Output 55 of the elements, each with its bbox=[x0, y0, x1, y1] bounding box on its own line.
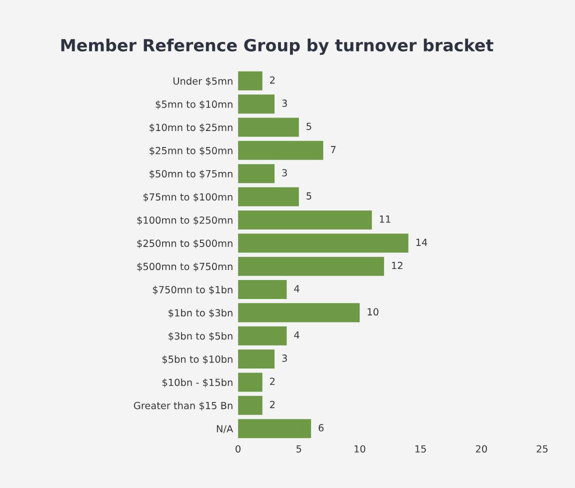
x-tick-label: 10 bbox=[354, 445, 366, 453]
bar bbox=[238, 396, 262, 415]
x-tick-label: 25 bbox=[536, 445, 548, 453]
bar bbox=[238, 350, 275, 369]
data-label: 2 bbox=[270, 378, 275, 385]
data-label: 2 bbox=[270, 76, 275, 84]
data-label: 7 bbox=[330, 146, 336, 154]
bar bbox=[238, 164, 275, 184]
data-label: 3 bbox=[282, 169, 287, 176]
data-label: 6 bbox=[318, 424, 324, 432]
data-label: 3 bbox=[282, 354, 287, 362]
bar bbox=[238, 140, 324, 160]
bar bbox=[238, 210, 372, 230]
y-tick-label: $1bn to $3bn bbox=[168, 308, 232, 318]
y-tick-label: Greater than $15 Bn bbox=[134, 402, 232, 411]
data-label: 5 bbox=[306, 192, 312, 200]
y-tick-label: $750mn to $1bn bbox=[152, 286, 232, 295]
y-tick-label: $75mn to $100mn bbox=[143, 193, 232, 202]
y-tick-label: $50mn to $75mn bbox=[150, 170, 232, 179]
y-tick-label: $10bn - $15bn bbox=[162, 378, 232, 388]
data-label: 11 bbox=[380, 216, 390, 223]
bar bbox=[238, 280, 287, 300]
y-tick-label: $3bn to $5bn bbox=[168, 332, 232, 341]
bar bbox=[238, 326, 287, 346]
y-tick-label: $100mn to $250mn bbox=[137, 216, 232, 226]
y-tick-label: N/A bbox=[216, 425, 234, 434]
y-tick-label: $5mn to $10mn bbox=[156, 100, 232, 110]
x-tick-label: 20 bbox=[476, 445, 487, 453]
data-label: 10 bbox=[368, 308, 378, 316]
x-tick-label: 15 bbox=[415, 445, 426, 453]
data-label: 12 bbox=[392, 262, 402, 270]
bar bbox=[238, 234, 408, 253]
bar bbox=[238, 118, 299, 137]
data-label: 4 bbox=[294, 331, 300, 339]
data-label: 5 bbox=[306, 122, 312, 130]
bar bbox=[238, 372, 262, 392]
y-tick-label: $25mn to $50mn bbox=[150, 146, 232, 156]
bar bbox=[238, 71, 262, 90]
bar bbox=[238, 419, 312, 438]
x-tick-label: 5 bbox=[296, 445, 302, 453]
bar bbox=[238, 256, 384, 276]
bar bbox=[238, 94, 275, 114]
bar bbox=[238, 187, 299, 206]
y-tick-label: Under $5mn bbox=[174, 77, 232, 86]
y-tick-label: $5bn to $10bn bbox=[162, 355, 232, 364]
y-tick-label: $10mn to $25mn bbox=[150, 124, 232, 132]
bar bbox=[238, 303, 360, 322]
data-label: 3 bbox=[282, 100, 287, 107]
x-tick-label: 0 bbox=[236, 445, 240, 453]
data-label: 4 bbox=[294, 285, 300, 292]
y-tick-label: $500mn to $750mn bbox=[137, 262, 232, 272]
y-tick-label: $250mn to $500mn bbox=[137, 239, 232, 248]
data-label: 2 bbox=[270, 400, 275, 408]
chart-title: Member Reference Group by turnover bracket bbox=[61, 38, 494, 55]
data-label: 14 bbox=[416, 238, 428, 246]
